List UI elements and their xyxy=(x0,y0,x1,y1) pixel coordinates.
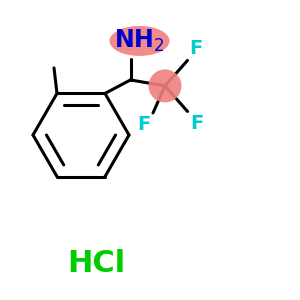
Ellipse shape xyxy=(110,26,170,56)
Text: NH$_2$: NH$_2$ xyxy=(115,28,164,54)
Text: F: F xyxy=(189,39,202,58)
Text: HCl: HCl xyxy=(67,250,125,278)
Circle shape xyxy=(148,69,182,102)
Text: F: F xyxy=(137,115,151,134)
Text: F: F xyxy=(190,114,203,133)
